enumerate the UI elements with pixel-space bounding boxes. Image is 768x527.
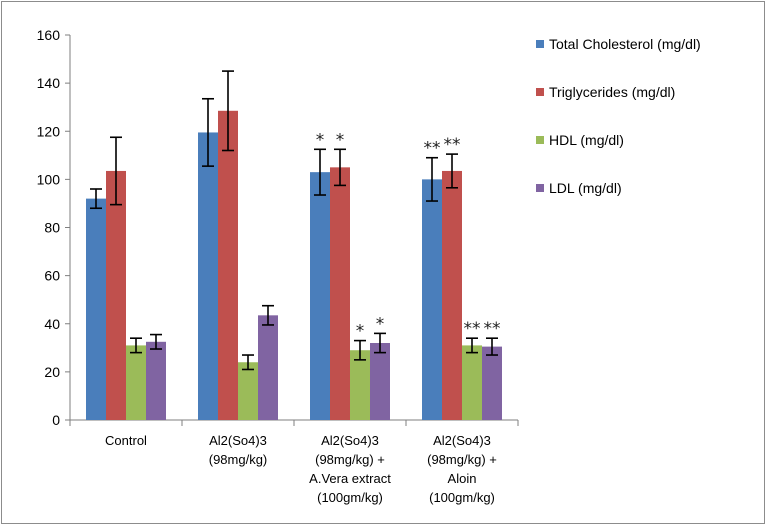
legend-swatch <box>536 40 544 48</box>
significance-marker: ** <box>424 139 441 159</box>
x-category-label-line: (100gm/kg) <box>429 490 495 505</box>
bar <box>462 345 482 420</box>
bar <box>258 315 278 420</box>
y-tick-label: 60 <box>44 268 60 284</box>
bar <box>422 179 442 420</box>
legend-entry-label: Triglycerides (mg/dl) <box>549 84 675 100</box>
legend-swatch <box>536 184 544 192</box>
significance-marker: * <box>336 130 345 150</box>
x-category-label: Al2(So4)3 (98mg/kg) + Aloin (100gm/kg) <box>427 433 497 505</box>
x-category-label-line: Al2(So4)3 <box>433 433 491 448</box>
x-category-label-line: Al2(So4)3 <box>209 433 267 448</box>
x-category-label-line: Al2(So4)3 <box>321 433 379 448</box>
legend-entry-label: HDL (mg/dl) <box>549 132 624 148</box>
x-category-label-line: (100gm/kg) <box>317 490 383 505</box>
legend-entry-label: LDL (mg/dl) <box>549 180 622 196</box>
significance-marker: * <box>376 314 385 334</box>
x-category-label-line: Aloin <box>448 471 477 486</box>
y-tick-label: 160 <box>37 27 61 43</box>
bar <box>482 346 502 420</box>
y-tick-label: 20 <box>44 364 60 380</box>
legend-swatch <box>536 136 544 144</box>
significance-marker: ** <box>484 319 501 339</box>
significance-marker: ** <box>444 135 461 155</box>
significance-marker: ** <box>464 319 481 339</box>
x-category-label-line: Control <box>105 433 147 448</box>
x-category-label-line: (98mg/kg) + <box>315 452 385 467</box>
y-tick-label: 80 <box>44 220 60 236</box>
bar <box>198 132 218 420</box>
x-category-label-line: (98mg/kg) + <box>427 452 497 467</box>
bar <box>106 170 126 420</box>
bar <box>126 345 146 420</box>
legend: Total Cholesterol (mg/dl) Triglycerides (… <box>536 36 701 196</box>
x-category-label-line: (98mg/kg) <box>209 452 268 467</box>
bar <box>442 170 462 420</box>
bar <box>350 350 370 420</box>
bar <box>146 341 166 420</box>
y-tick-label: 140 <box>37 75 61 91</box>
bar <box>310 172 330 420</box>
x-category-label: Al2(So4)3 (98mg/kg) <box>209 433 268 467</box>
y-tick-label: 100 <box>37 171 61 187</box>
significance-marker: * <box>356 322 365 342</box>
x-category-label-line: A.Vera extract <box>309 471 391 486</box>
bar <box>238 362 258 420</box>
bar <box>330 167 350 420</box>
significance-marker: * <box>316 130 325 150</box>
y-tick-label: 40 <box>44 316 60 332</box>
bar <box>218 110 238 420</box>
y-tick-label: 120 <box>37 123 61 139</box>
y-tick-label: 0 <box>52 412 60 428</box>
plot-area: 0 20 40 60 80 100 120 140 160 Control Al2(So4)3 (98… <box>37 27 519 505</box>
x-category-label: Control <box>105 433 147 448</box>
x-category-label: Al2(So4)3 (98mg/kg) + A.Vera extract (100gm… <box>309 433 391 505</box>
legend-entry-label: Total Cholesterol (mg/dl) <box>549 36 701 52</box>
bar <box>86 198 106 420</box>
legend-swatch <box>536 88 544 96</box>
bar <box>370 343 390 420</box>
